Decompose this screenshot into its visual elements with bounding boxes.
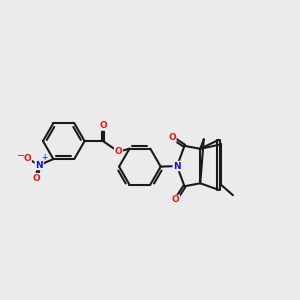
Text: O: O (172, 195, 179, 204)
Text: O: O (33, 174, 40, 183)
Text: N: N (35, 160, 43, 169)
Text: O: O (168, 133, 176, 142)
Text: +: + (41, 153, 47, 162)
Text: N: N (173, 161, 181, 170)
Text: −: − (16, 151, 25, 161)
Text: O: O (23, 154, 31, 163)
Text: O: O (115, 147, 122, 156)
Text: O: O (99, 121, 107, 130)
